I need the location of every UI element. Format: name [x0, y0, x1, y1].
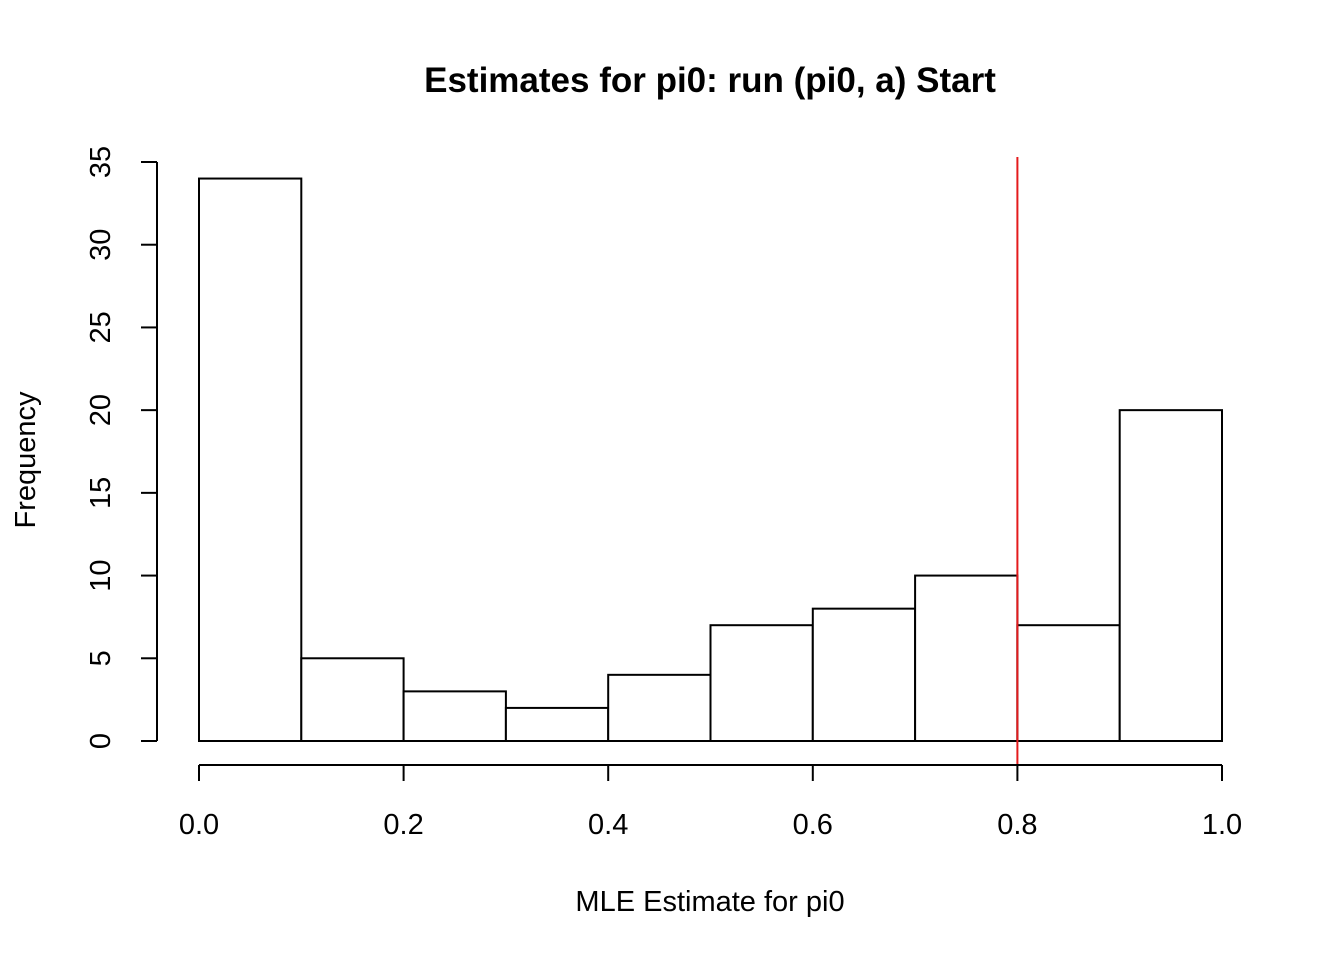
- histogram-bar: [914, 574, 1019, 742]
- x-tick-label: 0.6: [793, 809, 833, 841]
- y-axis: 0 5 10 15 20 25 30 35: [85, 146, 158, 749]
- histogram-bar: [709, 624, 814, 743]
- x-tick-label: 0.2: [383, 809, 423, 841]
- x-tick-label: 0.0: [179, 809, 219, 841]
- y-tick-label: 30: [85, 229, 117, 261]
- histogram-bar: [607, 673, 712, 742]
- histogram-bar: [300, 657, 405, 742]
- chart-title: Estimates for pi0: run (pi0, a) Start: [424, 61, 996, 100]
- y-tick-label: 15: [85, 477, 117, 509]
- bars-layer: [198, 177, 1223, 743]
- x-tick-label: 1.0: [1202, 809, 1242, 841]
- y-tick-label: 10: [85, 559, 117, 591]
- y-tick-label: 25: [85, 311, 117, 343]
- histogram-bar: [504, 706, 610, 743]
- y-tick-label: 35: [85, 146, 117, 178]
- histogram-bar: [1118, 409, 1223, 742]
- y-axis-label: Frequency: [10, 391, 42, 529]
- x-tick-label: 0.8: [997, 809, 1037, 841]
- x-axis: 0.0 0.2 0.4 0.6 0.8 1.0: [179, 764, 1242, 841]
- histogram-bar: [402, 690, 507, 742]
- histogram-bar: [198, 177, 303, 743]
- x-tick-label: 0.4: [588, 809, 628, 841]
- y-tick-label: 0: [85, 733, 117, 749]
- histogram-bar: [1016, 624, 1121, 743]
- histogram-bar: [811, 607, 917, 743]
- y-tick-label: 5: [85, 650, 117, 666]
- x-axis-label: MLE Estimate for pi0: [575, 886, 844, 918]
- y-tick-label: 20: [85, 394, 117, 426]
